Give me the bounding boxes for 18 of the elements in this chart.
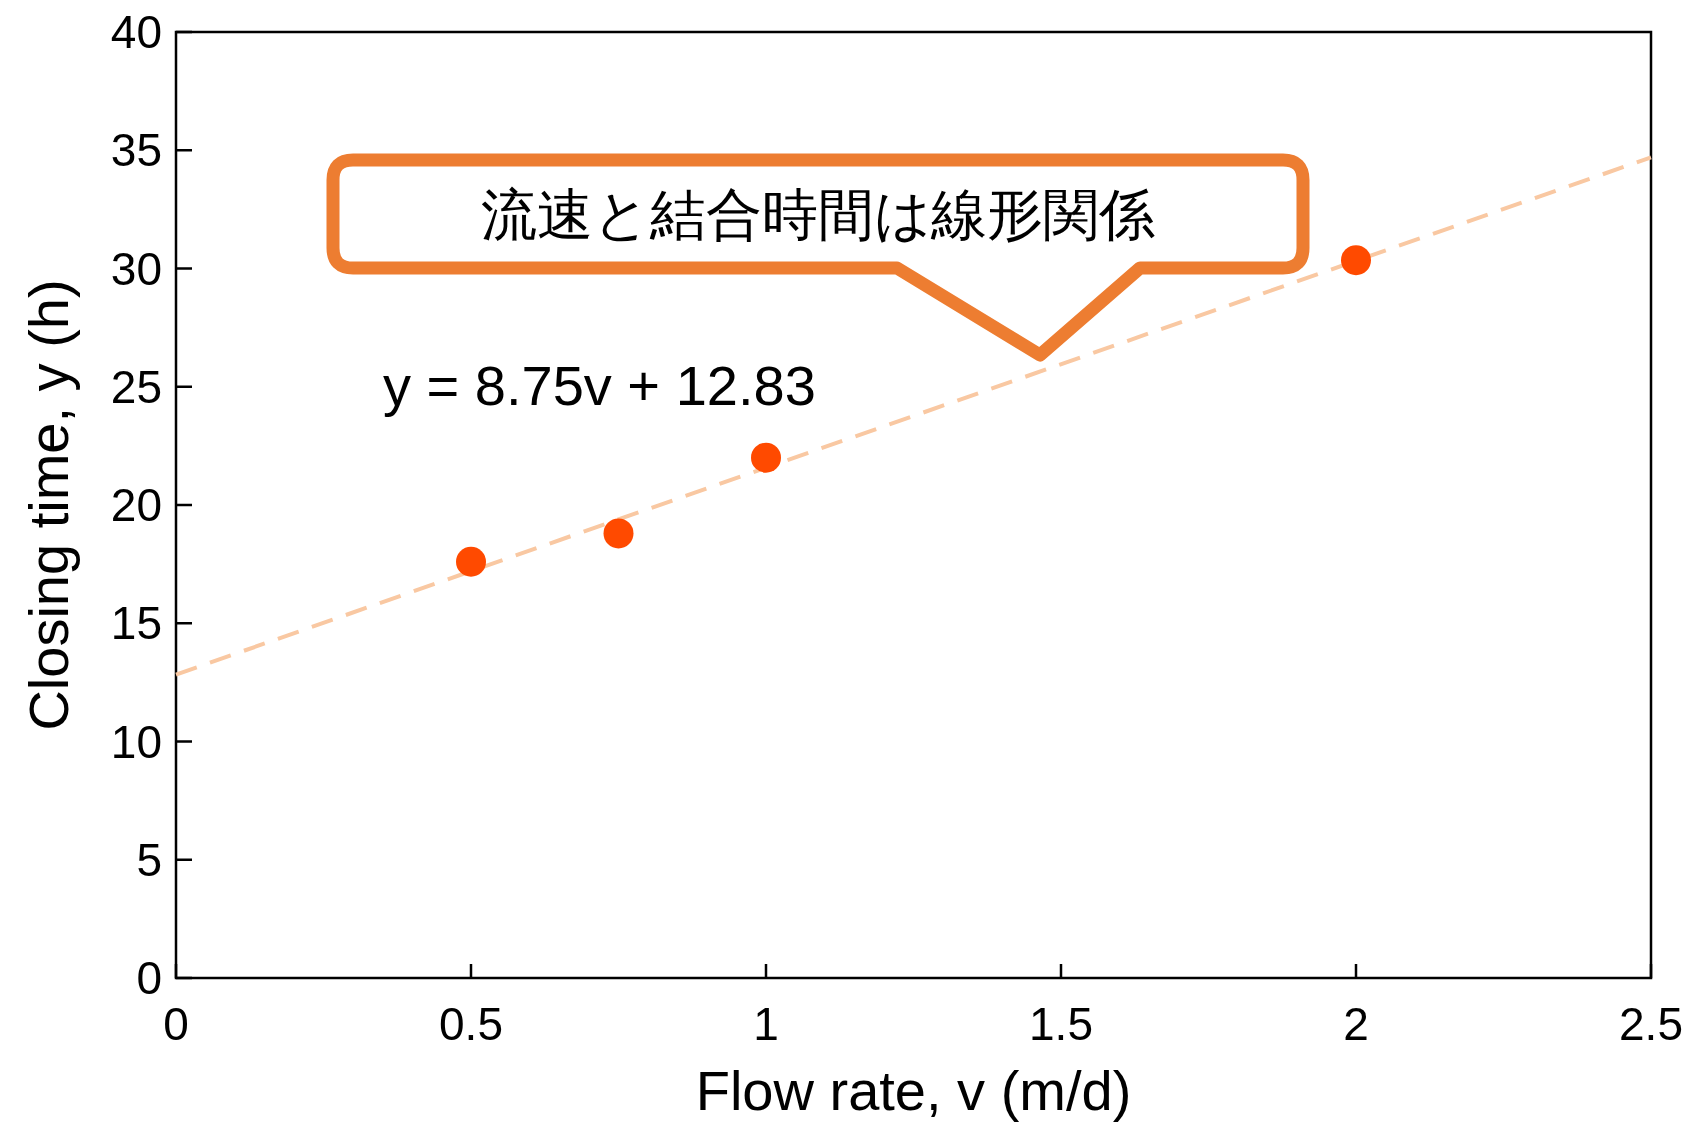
callout: 流速と結合時間は線形関係 — [326, 153, 1310, 362]
y-tick-label: 15 — [110, 597, 162, 650]
y-tick-label: 30 — [110, 242, 162, 295]
y-tick-label: 0 — [136, 952, 162, 1004]
x-tick-label: 2 — [1343, 998, 1369, 1050]
y-axis-title: Closing time, y (h) — [17, 279, 80, 731]
x-tick-label: 1.5 — [1029, 998, 1093, 1050]
y-tick-label: 5 — [136, 833, 162, 886]
annotation: 流速と結合時間は線形関係 — [481, 183, 1155, 246]
y-tick-label: 10 — [110, 715, 162, 768]
x-tick-label: 0.5 — [439, 998, 503, 1050]
x-tick-label: 1 — [753, 998, 779, 1050]
y-tick-label: 40 — [110, 6, 162, 58]
x-axis-title: Flow rate, v (m/d) — [695, 1059, 1132, 1122]
y-tick-label: 35 — [110, 124, 162, 177]
x-tick-label: 2.5 — [1619, 998, 1683, 1050]
y-tick-label: 20 — [110, 479, 162, 531]
y-tick-label: 25 — [110, 360, 162, 413]
